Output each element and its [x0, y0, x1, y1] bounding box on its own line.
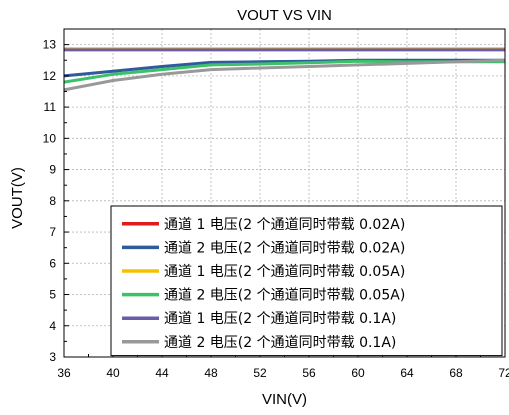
legend-label: 通道 1 电压(2 个通道同时带载 0.05A) [164, 264, 405, 280]
y-tick-label: 12 [43, 69, 57, 83]
series-line-2 [63, 58, 505, 78]
legend-box [110, 205, 503, 357]
y-tick-label: 6 [49, 256, 56, 270]
x-tick-label: 52 [253, 366, 267, 380]
legend-label: 通道 2 电压(2 个通道同时带载 0.1A) [164, 335, 396, 351]
x-tick-label: 40 [106, 366, 120, 380]
x-tick-label: 56 [302, 366, 316, 380]
y-axis: 3 4 5 6 7 8 9 10 11 12 13 [43, 38, 69, 364]
x-tick-label: 48 [204, 366, 218, 380]
legend: 通道 1 电压(2 个通道同时带载 0.02A) 通道 2 电压(2 个通道同时带… [110, 205, 503, 357]
x-tick-label: 44 [155, 366, 169, 380]
x-tick-label: 72 [498, 366, 509, 380]
x-axis-title: VIN(V) [262, 391, 307, 408]
x-tick-label: 64 [400, 366, 414, 380]
y-tick-label: 4 [49, 319, 56, 333]
y-axis-title: VOUT(V) [9, 167, 26, 229]
y-tick-label: 10 [43, 131, 57, 145]
x-tick-label: 60 [351, 366, 365, 380]
chart-title: VOUT VS VIN [237, 7, 332, 24]
y-tick-label: 3 [49, 350, 56, 364]
legend-label: 通道 2 电压(2 个通道同时带载 0.02A) [164, 240, 405, 256]
x-tick-label: 36 [57, 366, 71, 380]
legend-label: 通道 1 电压(2 个通道同时带载 0.02A) [164, 217, 405, 233]
legend-label: 通道 1 电压(2 个通道同时带载 0.1A) [164, 311, 396, 327]
series-line-6 [63, 58, 506, 92]
y-tick-label: 8 [49, 194, 56, 208]
x-axis: 36 40 44 48 52 56 60 64 68 72 [57, 352, 509, 380]
y-tick-label: 11 [44, 100, 57, 114]
y-tick-label: 9 [49, 163, 56, 177]
y-tick-label: 5 [49, 288, 56, 302]
legend-label: 通道 2 电压(2 个通道同时带载 0.05A) [164, 288, 405, 304]
y-tick-label: 13 [43, 38, 57, 52]
x-tick-label: 68 [449, 366, 463, 380]
y-tick-label: 7 [49, 225, 56, 239]
series-group [63, 47, 506, 92]
